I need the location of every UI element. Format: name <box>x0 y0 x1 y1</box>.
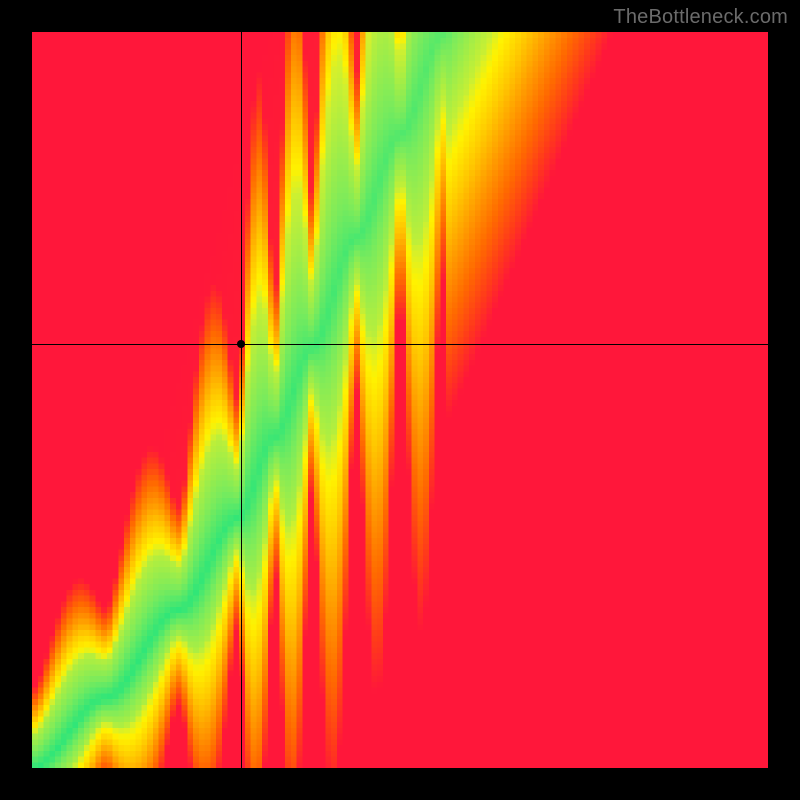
crosshair-horizontal <box>32 344 768 345</box>
crosshair-vertical <box>241 32 242 768</box>
crosshair-marker <box>237 340 245 348</box>
bottleneck-heatmap <box>32 32 768 768</box>
watermark-text: TheBottleneck.com <box>613 6 788 29</box>
